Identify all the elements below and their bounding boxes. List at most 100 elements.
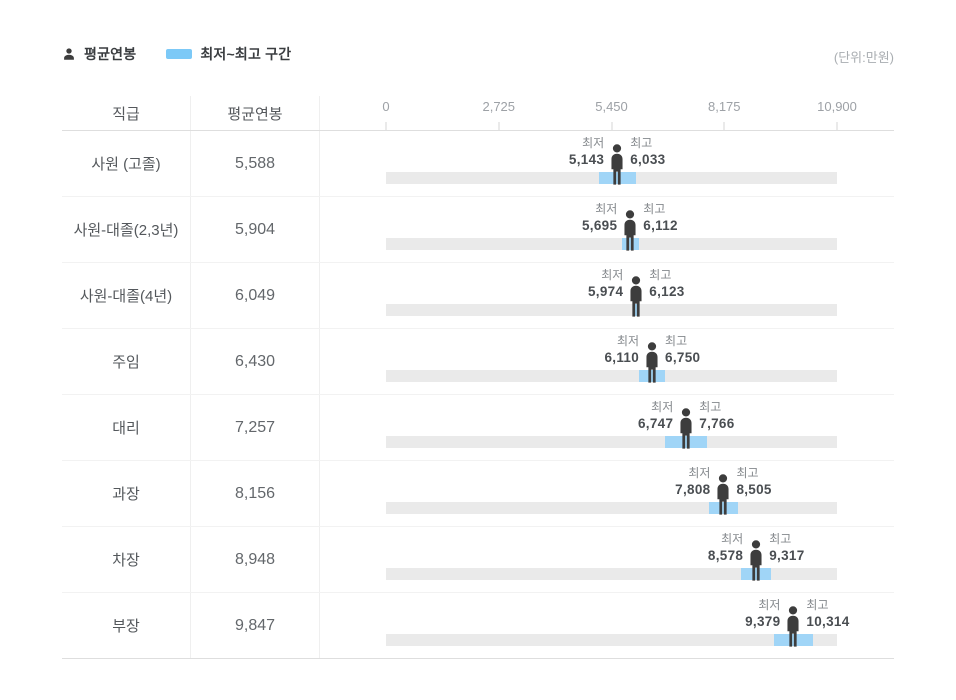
avg-salary-cell: 9,847 [190,593,319,658]
salary-range-bar [740,568,772,580]
max-value: 7,766 [699,416,735,431]
salary-range-bar [665,436,708,448]
person-icon [619,210,642,252]
range-chart-cell: 최저 9,379 최고 10,314 [319,593,894,658]
rank-cell: 사원-대졸(2,3년) [73,222,179,239]
rank-cell: 과장 [112,486,140,503]
axis-label: 10,900 [817,99,857,114]
max-label: 최고 [806,598,829,612]
axis-tick [385,122,387,130]
max-value: 6,123 [649,284,685,299]
salary-range-bar [598,172,636,184]
table-row: 사원-대졸(2,3년) 5,904 최저 5,695 최고 6,112 [62,197,894,263]
salary-track-bar [386,568,837,580]
axis-header: 0 2,725 5,450 8,175 10,900 [319,96,894,130]
table-row: 사원-대졸(4년) 6,049 최저 5,974 최고 6,123 [62,263,894,329]
avg-salary-cell: 5,904 [190,197,319,262]
rank-cell: 사원 (고졸) [91,156,161,173]
person-icon [641,342,664,384]
min-annotation: 최저 8,578 [708,532,743,565]
min-value: 8,578 [707,548,744,563]
person-bust-icon [62,47,76,62]
min-label: 최저 [595,202,618,216]
max-value: 6,033 [630,152,666,167]
max-label: 최고 [769,532,792,546]
max-value: 6,750 [665,350,701,365]
max-label: 최고 [649,268,672,282]
rank-cell: 차장 [112,552,140,569]
rank-cell: 주임 [112,354,140,371]
max-value: 10,314 [806,614,850,629]
salary-track-bar [386,436,837,448]
axis-label: 5,450 [595,99,628,114]
range-chart-cell: 최저 5,143 최고 6,033 [319,131,894,196]
axis-label: 2,725 [482,99,516,114]
axis-tick [723,122,725,130]
table-header: 직급 평균연봉 0 2,725 5,450 8,175 10,900 [62,96,894,131]
avg-salary-cell: 8,156 [190,461,319,526]
table-row: 대리 7,257 최저 6,747 최고 7,766 [62,395,894,461]
axis-label: 8,175 [707,99,741,114]
table-row: 차장 8,948 최저 8,578 최고 9,317 [62,527,894,593]
salary-track-bar [386,304,837,316]
legend-item-range: 최저~최고 구간 [166,44,291,64]
min-annotation: 최저 5,974 [588,268,623,301]
salary-table: 직급 평균연봉 0 2,725 5,450 8,175 10,900 [62,96,894,659]
salary-track-bar [386,370,837,382]
avg-salary-cell: 6,049 [190,263,319,328]
salary-range-bar [638,370,666,382]
min-label: 최저 [601,268,624,282]
person-icon [625,276,648,318]
salary-track-bar [386,502,837,514]
min-annotation: 최저 7,808 [675,466,710,499]
min-annotation: 최저 6,110 [605,334,640,367]
min-label: 최저 [758,598,781,612]
min-annotation: 최저 6,747 [638,400,673,433]
unit-note: (단위:만원) [833,50,894,65]
range-chart-cell: 최저 8,578 최고 9,317 [319,527,894,592]
salary-range-bar [621,238,639,250]
legend-average-label: 평균연봉 [84,46,137,62]
person-icon [675,408,698,450]
header-avg: 평균연봉 [190,96,319,130]
max-annotation: 최고 10,314 [806,598,849,631]
rank-cell: 대리 [112,420,140,437]
legend-range-label: 최저~최고 구간 [200,46,292,62]
min-annotation: 최저 5,143 [569,136,604,169]
range-chart-cell: 최저 7,808 최고 8,505 [319,461,894,526]
avg-salary-cell: 5,588 [190,131,319,196]
axis-label: 0 [382,99,390,114]
rank-cell: 사원-대졸(4년) [79,288,173,305]
max-label: 최고 [736,466,759,480]
axis-tick [836,122,838,130]
axis-tick [498,122,500,130]
axis-tick [611,122,612,130]
min-label: 최저 [721,532,744,546]
min-value: 5,974 [587,284,624,299]
max-label: 최고 [643,202,666,216]
max-label: 최고 [699,400,722,414]
min-value: 5,143 [568,152,605,167]
min-label: 최저 [651,400,674,414]
max-annotation: 최고 8,505 [736,466,771,499]
min-annotation: 최저 5,695 [582,202,617,235]
salary-range-bar [709,502,738,514]
min-value: 5,695 [581,218,618,233]
min-annotation: 최저 9,379 [745,598,780,631]
avg-salary-cell: 8,948 [190,527,319,592]
min-value: 6,110 [604,350,640,365]
person-icon [745,540,768,582]
avg-salary-cell: 7,257 [190,395,319,460]
max-annotation: 최고 7,766 [699,400,734,433]
salary-range-bar [774,634,813,646]
min-label: 최저 [688,466,711,480]
table-row: 사원 (고졸) 5,588 최저 5,143 최고 6,033 [62,131,894,197]
person-icon [782,606,805,648]
max-annotation: 최고 6,750 [665,334,700,367]
max-value: 9,317 [769,548,805,563]
max-value: 6,112 [643,218,678,233]
header-rank: 직급 [112,105,140,123]
max-annotation: 최고 6,123 [649,268,684,301]
min-value: 7,808 [675,482,711,497]
